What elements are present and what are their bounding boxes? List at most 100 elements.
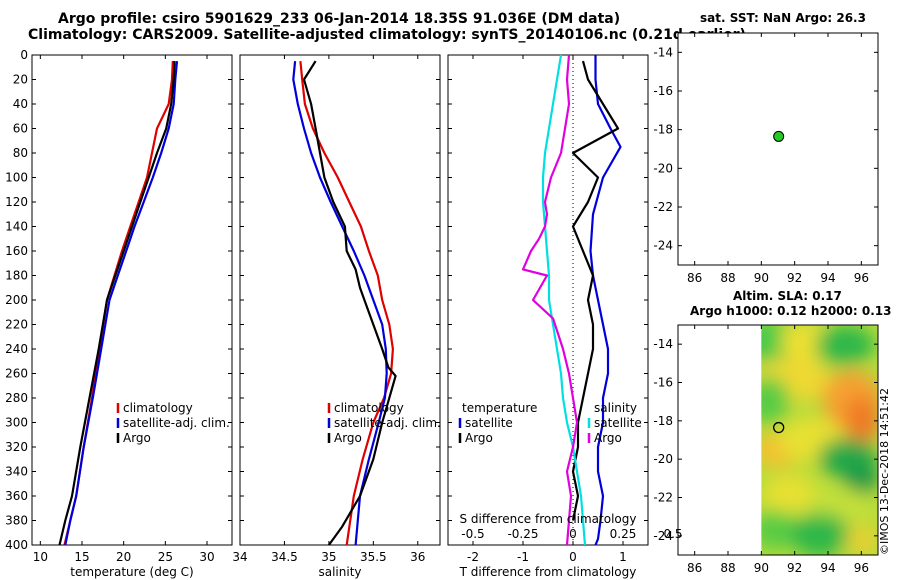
sla_map-x-tick-label: 86 bbox=[687, 561, 702, 575]
y-tick-label: 220 bbox=[5, 318, 28, 332]
y-tick-label: 60 bbox=[13, 122, 28, 136]
y-tick-label: 80 bbox=[13, 146, 28, 160]
temperature-series-argo bbox=[58, 61, 176, 546]
y-tick-label: 0 bbox=[20, 48, 28, 62]
sst_map-x-tick-label: 96 bbox=[854, 271, 869, 285]
sla_map-y-tick-label: -16 bbox=[653, 376, 673, 390]
difference-series-t-satellite bbox=[589, 55, 622, 546]
salinity-x-tick-label: 36 bbox=[410, 550, 425, 564]
sla-heatmap-blob bbox=[844, 396, 878, 444]
temperature-legend-label: climatology bbox=[123, 401, 193, 415]
difference-x-tick-label: -2 bbox=[467, 550, 479, 564]
y-tick-label: 100 bbox=[5, 171, 28, 185]
y-tick-label: 20 bbox=[13, 73, 28, 87]
temperature-x-tick-label: 30 bbox=[199, 550, 214, 564]
sla_map-y-tick-label: -18 bbox=[653, 414, 673, 428]
salinity-x-tick-label: 35 bbox=[321, 550, 336, 564]
sla_map-y-tick-label: -14 bbox=[653, 337, 673, 351]
salinity-x-tick-label: 35.5 bbox=[360, 550, 387, 564]
difference-series-s-argo bbox=[521, 54, 579, 546]
salinity-series-satellite-adj--clim- bbox=[292, 60, 388, 546]
salinity-frame bbox=[239, 54, 441, 546]
y-tick-label: 240 bbox=[5, 342, 28, 356]
temperature-legend-label: satellite-adj. clim. bbox=[123, 416, 230, 430]
y-tick-label: 300 bbox=[5, 416, 28, 430]
salinity-legend-label: climatology bbox=[334, 401, 404, 415]
title-line1: Argo profile: csiro 5901629_233 06-Jan-2… bbox=[58, 11, 621, 27]
sst-map-argo-point bbox=[773, 130, 785, 142]
salinity-x-tick-label: 34 bbox=[232, 550, 247, 564]
y-tick-label: 380 bbox=[5, 514, 28, 528]
sla-heatmap-blob bbox=[762, 475, 818, 515]
sst_map-y-tick-label: -20 bbox=[653, 161, 673, 175]
salinity-legend-label: satellite-adj. clim. bbox=[334, 416, 441, 430]
title-line2: Climatology: CARS2009. Satellite-adjuste… bbox=[28, 27, 746, 43]
sst_map-y-tick-label: -24 bbox=[653, 239, 673, 253]
sst-title: sat. SST: NaN Argo: 26.3 bbox=[700, 11, 866, 25]
difference-legend-temperature-label: satellite bbox=[465, 416, 513, 430]
sst_map-x-tick-label: 94 bbox=[820, 271, 835, 285]
sla_map-x-tick-label: 88 bbox=[720, 561, 735, 575]
difference-legend-temperature-label: Argo bbox=[465, 431, 493, 445]
y-tick-label: 400 bbox=[5, 538, 28, 552]
sla-heatmap-blob bbox=[815, 325, 875, 365]
sst_map-x-tick-label: 88 bbox=[720, 271, 735, 285]
y-tick-label: 200 bbox=[5, 293, 28, 307]
sla-heatmap-blob bbox=[844, 464, 878, 496]
sla-heatmap-blob bbox=[761, 510, 799, 550]
sla-heatmap-blob bbox=[846, 524, 878, 555]
temperature-x-tick-label: 10 bbox=[33, 550, 48, 564]
salinity-x-tick-label: 34.5 bbox=[271, 550, 298, 564]
y-tick-label: 320 bbox=[5, 440, 28, 454]
difference-legend-salinity-title: salinity bbox=[594, 401, 637, 415]
y-tick-label: 140 bbox=[5, 220, 28, 234]
sst_map-x-tick-label: 86 bbox=[687, 271, 702, 285]
sla_map-x-tick-label: 96 bbox=[854, 561, 869, 575]
sla_map-y-tick-label: -24 bbox=[653, 529, 673, 543]
difference-x2-tick-label: -0.5 bbox=[461, 527, 484, 541]
sla-heatmap bbox=[761, 325, 878, 555]
sla_map-y-tick-label: -20 bbox=[653, 452, 673, 466]
y-tick-label: 120 bbox=[5, 195, 28, 209]
temperature-x-tick-label: 25 bbox=[158, 550, 173, 564]
sst_map-x-tick-label: 92 bbox=[787, 271, 802, 285]
timestamp: ©IMOS 13-Dec-2018 14:51:42 bbox=[878, 388, 891, 555]
difference-legend-temperature-title: temperature bbox=[462, 401, 537, 415]
sst_map-y-tick-label: -22 bbox=[653, 200, 673, 214]
difference-x2-tick-label: 0 bbox=[569, 527, 577, 541]
sst_map-y-tick-label: -16 bbox=[653, 84, 673, 98]
sla-heatmap-blob bbox=[806, 489, 874, 521]
difference-x-tick-label: 1 bbox=[619, 550, 627, 564]
difference-x-label: T difference from climatology bbox=[459, 565, 637, 579]
salinity-x-label: salinity bbox=[318, 565, 361, 579]
difference-legend-salinity-label: satellite bbox=[594, 416, 642, 430]
temperature-x-tick-label: 20 bbox=[116, 550, 131, 564]
sst_map-y-tick-label: -18 bbox=[653, 123, 673, 137]
difference-series-t-argo bbox=[571, 60, 620, 521]
sst_map-x-tick-label: 90 bbox=[754, 271, 769, 285]
sst_map-frame bbox=[677, 32, 879, 266]
temperature-frame bbox=[31, 54, 233, 546]
sla_map-x-tick-label: 94 bbox=[820, 561, 835, 575]
y-tick-label: 280 bbox=[5, 391, 28, 405]
sla_map-x-tick-label: 92 bbox=[787, 561, 802, 575]
sla-heatmap-blob bbox=[761, 376, 790, 424]
difference-x2-label: S difference from climatology bbox=[460, 512, 637, 526]
sla-title2: Argo h1000: 0.12 h2000: 0.13 bbox=[690, 304, 892, 318]
y-tick-label: 160 bbox=[5, 244, 28, 258]
sst-map-bg bbox=[678, 33, 878, 265]
sla-map-argo-point bbox=[773, 421, 785, 434]
y-tick-label: 360 bbox=[5, 489, 28, 503]
difference-series-s-satellite bbox=[541, 54, 587, 546]
sst_map-y-tick-label: -14 bbox=[653, 45, 673, 59]
sla_map-frame bbox=[677, 324, 879, 556]
sla-heatmap-blob bbox=[790, 513, 850, 555]
difference-x2-tick-label: 0.25 bbox=[610, 527, 637, 541]
sla_map-x-tick-label: 90 bbox=[754, 561, 769, 575]
salinity-series-climatology bbox=[299, 60, 394, 546]
difference-x-tick-label: -1 bbox=[517, 550, 529, 564]
difference-x2-tick-label: -0.25 bbox=[507, 527, 538, 541]
salinity-series-argo bbox=[302, 60, 397, 546]
y-tick-label: 40 bbox=[13, 97, 28, 111]
